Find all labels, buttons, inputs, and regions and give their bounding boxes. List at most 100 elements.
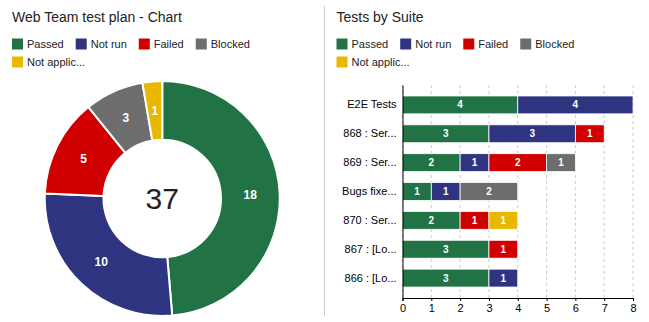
tick-label: 868 : Ser...: [343, 127, 396, 139]
legend-swatch: [12, 57, 23, 68]
axis-line: [403, 299, 634, 302]
legend-swatch: [400, 39, 411, 50]
tick-mark: [547, 298, 548, 301]
chart-title: Tests by Suite: [337, 9, 424, 25]
bar: [489, 125, 575, 143]
chart-title: Web Team test plan - Chart: [12, 9, 182, 25]
data-labels: 4321233431111211121: [414, 99, 593, 283]
data-label: 1: [472, 157, 478, 168]
legend-item: Not applic...: [12, 56, 85, 68]
legend-label: Failed: [478, 38, 508, 50]
tick-label: 867 : [Lo...: [345, 243, 397, 255]
bar: [575, 125, 604, 143]
tick: 3: [486, 298, 492, 314]
data-label: 2: [429, 157, 435, 168]
tick-label: 866 : [Lo...: [345, 272, 397, 284]
data-label: 3: [123, 111, 130, 125]
bar: [489, 154, 547, 172]
data-label: 1: [501, 215, 507, 226]
tick: 1: [429, 298, 435, 314]
legend-label: Passed: [352, 38, 389, 50]
slice: [88, 83, 152, 153]
category-axis: E2E Tests 868 : Ser... 869 : Ser... Bugs fi…: [342, 86, 403, 299]
chart-svg: Web Team test plan - Chart Passed Not run F…: [0, 0, 649, 322]
bar: [633, 96, 634, 114]
tick-mark: [460, 298, 461, 301]
legend-item: Blocked: [520, 38, 574, 50]
data-label: 1: [587, 128, 593, 139]
bar: [403, 96, 518, 114]
tick: 8: [630, 298, 636, 314]
bar: [517, 240, 518, 258]
legend-label: Passed: [27, 38, 64, 50]
data-label: 3: [443, 244, 449, 255]
grid-line: [633, 85, 634, 298]
tick-label: 870 : Ser...: [343, 214, 396, 226]
tick-label: Bugs fixe...: [342, 185, 396, 197]
legend-swatch: [76, 39, 87, 50]
bars: [403, 96, 634, 287]
legend-swatch: [196, 39, 207, 50]
bar: [460, 211, 489, 229]
bar-series: [460, 154, 575, 201]
legend-item: Failed: [463, 38, 508, 50]
tick-label: 6: [573, 302, 579, 314]
tick-label: 3: [486, 302, 492, 314]
tick-mark: [431, 298, 432, 301]
legend-item: Not run: [76, 38, 127, 50]
tick-mark: [633, 298, 634, 301]
legend-item: Not applic...: [337, 56, 410, 68]
legend-item: Passed: [337, 38, 389, 50]
tick: 869 : Ser...: [343, 156, 396, 168]
legend-swatch: [139, 39, 150, 50]
data-label: 1: [151, 104, 158, 118]
pie: 181053137: [45, 81, 280, 316]
tick: 7: [602, 298, 608, 314]
slice: [142, 81, 162, 141]
slice: [162, 81, 280, 316]
legend: Passed Not run Failed Blocked Not applic...: [337, 38, 575, 68]
tick-label: 5: [544, 302, 550, 314]
grid-line: [604, 85, 605, 298]
data-labels: 1810531: [80, 104, 257, 269]
bar: [403, 269, 489, 287]
bar: [518, 96, 633, 114]
bar: [489, 269, 518, 287]
chart-root: Web Team test plan - Chart Passed Not run F…: [0, 0, 649, 322]
legend-item: Not run: [400, 38, 451, 50]
data-label: 2: [429, 215, 435, 226]
tick: 870 : Ser...: [343, 214, 396, 226]
bar-series: [460, 125, 604, 258]
bar: [633, 96, 634, 114]
panel-divider: [324, 6, 325, 316]
bar: [489, 240, 518, 258]
grid: [403, 85, 634, 298]
legend-label: Failed: [154, 38, 184, 50]
tick: 4: [515, 298, 521, 314]
tick-label: 8: [630, 302, 636, 314]
bar: [633, 96, 634, 114]
bar: [403, 211, 461, 229]
data-label: 10: [95, 255, 109, 269]
panel: Web Team test plan - Chart Passed Not run F…: [12, 9, 280, 316]
legend-label: Not applic...: [27, 56, 85, 68]
legend-item: Blocked: [196, 38, 250, 50]
slices: [45, 81, 280, 316]
legend: Passed Not run Failed Blocked Not applic...: [12, 38, 250, 68]
tick: Bugs fixe...: [342, 185, 396, 197]
bar: [547, 154, 576, 172]
tick: E2E Tests: [347, 98, 397, 110]
bar: [403, 125, 489, 143]
tick-mark: [575, 298, 576, 301]
bar: [403, 183, 432, 201]
legend-swatch: [463, 39, 474, 50]
bar: [403, 154, 461, 172]
legend-swatch: [337, 39, 348, 50]
data-label: 18: [244, 188, 258, 202]
tick: 868 : Ser...: [343, 127, 396, 139]
legend-label: Not run: [415, 38, 451, 50]
tick: 6: [573, 298, 579, 314]
legend-label: Not run: [91, 38, 127, 50]
tick-label: 4: [515, 302, 521, 314]
bar-series: [431, 96, 633, 287]
